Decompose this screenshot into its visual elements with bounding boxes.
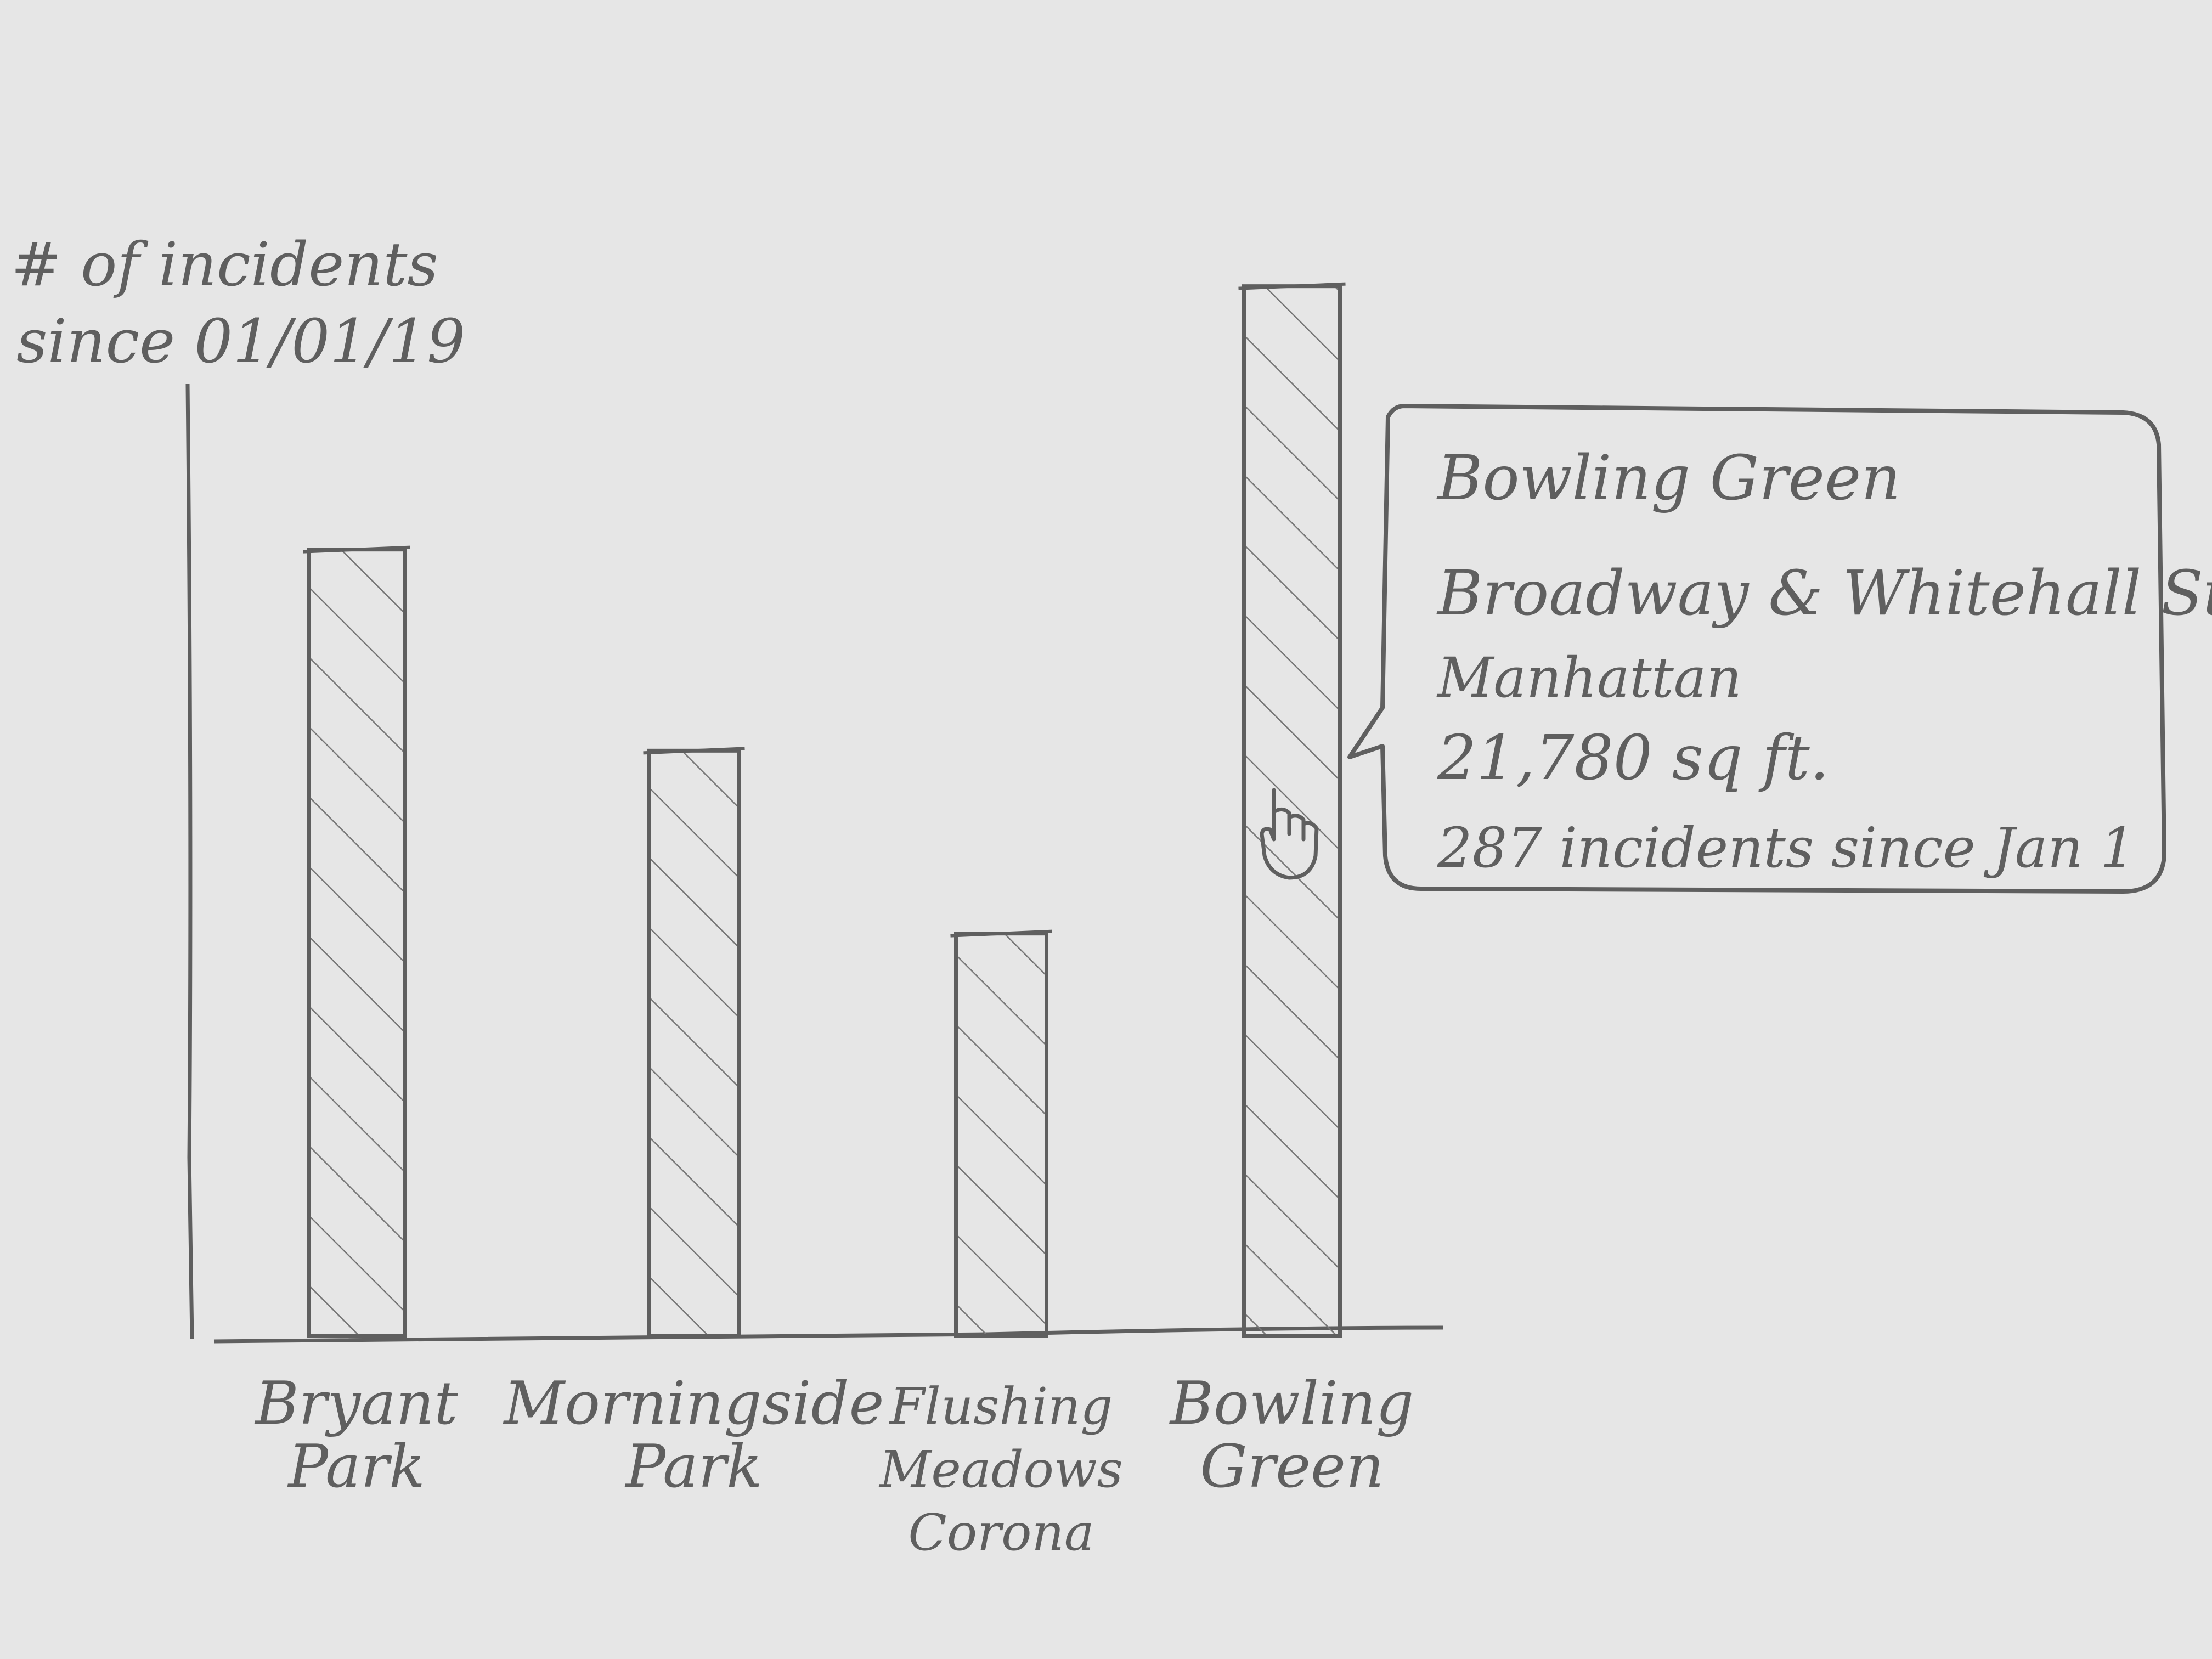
y-axis-label-line-2: since 01/01/19 <box>16 306 465 376</box>
bar-2-top-stroke <box>643 747 745 755</box>
bars-group <box>303 282 1346 1338</box>
x-tick-label-3-line-2: Meadows <box>878 1440 1123 1499</box>
y-axis <box>185 383 194 1339</box>
x-tick-label-4-line-2: Green <box>1200 1432 1384 1501</box>
hand-pointer-icon <box>1260 788 1319 880</box>
bar-1[interactable] <box>307 548 407 1338</box>
tooltip-line-address: Broadway & Whitehall St. <box>1436 558 2212 629</box>
bar-4[interactable] <box>1242 284 1342 1338</box>
tooltip-line-incidents: 287 incidents since Jan 1 <box>1437 816 2135 880</box>
x-tick-label-4-line-1: Bowling <box>1169 1369 1414 1438</box>
tooltip-line-borough: Manhattan <box>1436 646 1742 710</box>
bar-1-top-stroke <box>303 545 410 554</box>
y-axis-label-line-1: # of incidents <box>11 229 438 300</box>
bar-3[interactable] <box>954 932 1048 1338</box>
tooltip-line-name: Bowling Green <box>1436 443 1900 514</box>
x-tick-label-2-line-1: Morningside <box>503 1369 884 1438</box>
tooltip: Bowling Green Broadway & Whitehall St. M… <box>1347 404 2212 894</box>
bar-4-top-stroke <box>1238 282 1346 290</box>
x-tick-label-3-line-3: Corona <box>908 1503 1094 1562</box>
tooltip-line-area: 21,780 sq ft. <box>1437 723 1829 794</box>
x-tick-label-3-line-1: Flushing <box>889 1377 1113 1436</box>
x-tick-label-1-line-2: Park <box>287 1432 425 1501</box>
x-tick-labels: BryantParkMorningsideParkFlushingMeadows… <box>254 1369 1414 1562</box>
tooltip-box <box>1347 404 2166 894</box>
bar-2[interactable] <box>647 748 741 1338</box>
bar-3-top-stroke <box>950 929 1052 938</box>
y-axis-label: # of incidents since 01/01/19 <box>11 229 465 376</box>
x-tick-label-2-line-2: Park <box>624 1432 762 1501</box>
x-tick-label-1-line-1: Bryant <box>254 1369 458 1438</box>
